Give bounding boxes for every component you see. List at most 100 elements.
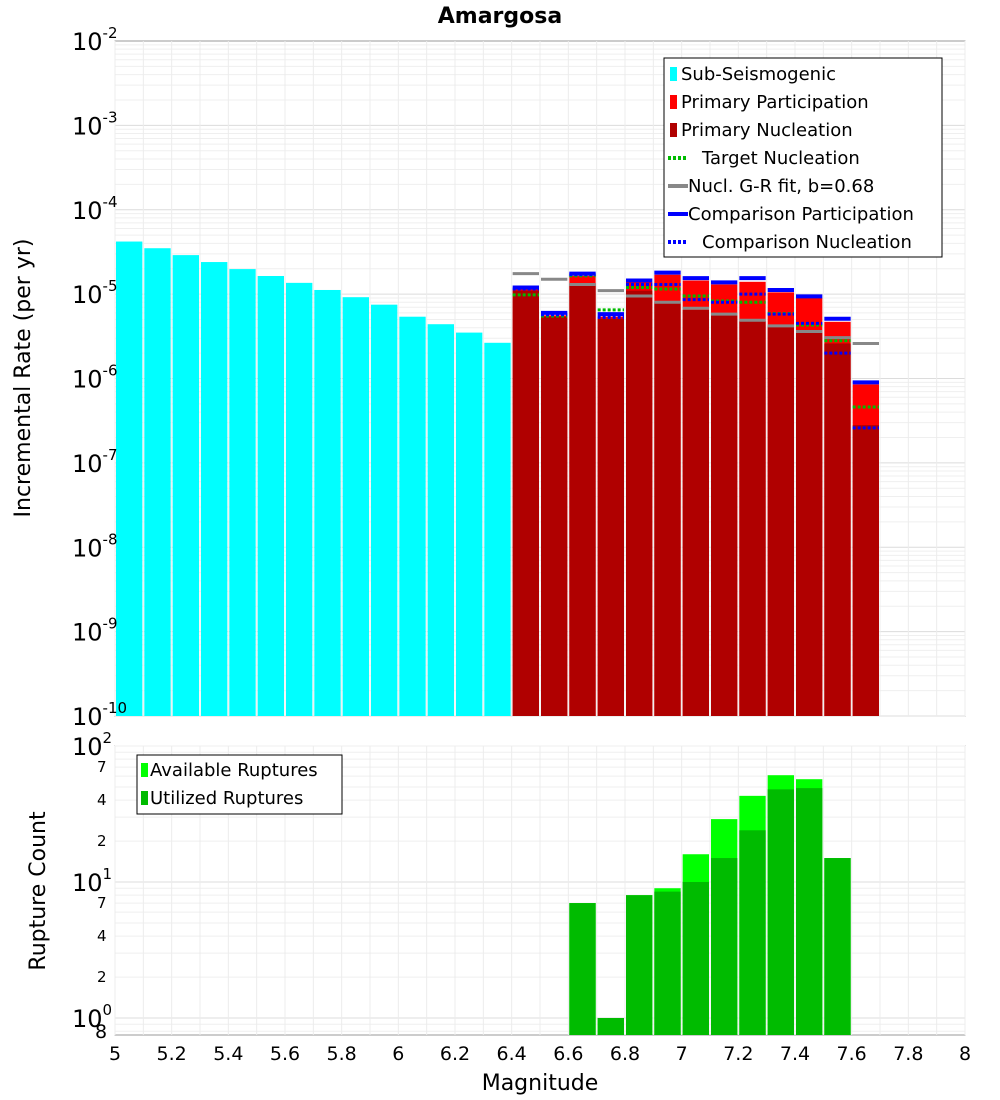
utilized-ruptures-bar — [711, 858, 738, 1035]
rate-y-tick-label: 10-4 — [72, 193, 118, 225]
sub-seismogenic-bar — [116, 241, 143, 717]
primary-nucleation-bar — [767, 325, 794, 716]
x-tick-label: 7 — [676, 1043, 688, 1065]
primary-nucleation-bar — [597, 318, 624, 716]
sub-seismogenic-bar — [229, 269, 256, 716]
rate-y-tick-label: 10-7 — [72, 446, 118, 478]
utilized-ruptures-bar — [824, 858, 851, 1035]
primary-nucleation-bar — [739, 321, 766, 716]
rate-y-axis-label: Incremental Rate (per yr) — [11, 239, 36, 518]
sub-seismogenic-bar — [484, 342, 511, 716]
utilized-ruptures-bar — [569, 903, 596, 1035]
sub-seismogenic-bar — [201, 262, 228, 716]
sub-seismogenic-bar — [314, 289, 341, 716]
sub-seismogenic-bar — [399, 316, 426, 716]
utilized-ruptures-bar — [597, 1018, 624, 1035]
primary-nucleation-bar — [654, 302, 681, 716]
count-y-minor-tick-label: 2 — [97, 832, 107, 850]
rate-legend-box — [663, 57, 943, 258]
x-axis-label: Magnitude — [482, 1071, 599, 1096]
legend-label-utilized-ruptures: Utilized Ruptures — [150, 788, 303, 809]
legend-swatch-available-ruptures — [141, 763, 148, 777]
legend-label-comparison-participation: Comparison Participation — [688, 204, 914, 225]
primary-nucleation-bar — [512, 290, 539, 716]
utilized-ruptures-bar — [682, 882, 709, 1035]
legend-swatch-utilized-ruptures — [141, 791, 148, 805]
x-tick-label: 5.6 — [270, 1043, 300, 1065]
legend-swatch-sub-seismogenic — [670, 67, 677, 81]
x-tick-label: 6.6 — [553, 1043, 583, 1065]
legend-label-target-nucleation: Target Nucleation — [701, 148, 860, 169]
primary-nucleation-bar — [626, 290, 653, 716]
utilized-ruptures-bar — [626, 895, 653, 1035]
x-tick-label: 8 — [959, 1043, 971, 1065]
count-y-minor-tick-label: 7 — [97, 894, 107, 912]
legend-label-sub-seismogenic: Sub-Seismogenic — [681, 64, 836, 85]
rate-y-tick-label: 10-6 — [72, 362, 118, 394]
rate-y-tick-label: 10-5 — [72, 277, 118, 309]
count-legend-box — [136, 754, 343, 815]
rate-y-tick-label: 10-10 — [72, 699, 127, 731]
x-tick-label: 5 — [109, 1043, 121, 1065]
rate-panel: 10-10 10-9 10-8 10-7 10-6 10-5 10-4 10-3 10-2 In… — [11, 24, 966, 731]
primary-nucleation-bar — [711, 315, 738, 716]
count-y-minor-tick-label: 7 — [97, 758, 107, 776]
legend-swatch-primary-participation — [670, 95, 677, 109]
primary-nucleation-bar — [852, 425, 879, 716]
x-tick-label: 7.8 — [893, 1043, 923, 1065]
count-y-minor-tick-label: 2 — [97, 968, 107, 986]
sub-seismogenic-bar — [342, 297, 369, 716]
x-tick-label: 5.2 — [157, 1043, 187, 1065]
sub-seismogenic-bar — [456, 332, 483, 716]
count-bars — [569, 775, 851, 1035]
x-tick-label: 6.4 — [497, 1043, 527, 1065]
utilized-ruptures-bar — [739, 830, 766, 1035]
count-panel: 100 101 102 8 2 4 7 2 4 7 5 5.2 5.4 5.6 5.8 6 6.2 6.4 6.6… — [26, 729, 971, 1096]
x-tick-label: 5.4 — [213, 1043, 243, 1065]
sub-seismogenic-bar — [257, 275, 284, 716]
rate-bars — [116, 241, 879, 717]
sub-seismogenic-bar — [371, 304, 398, 716]
count-y-tick-label: 102 — [72, 729, 112, 761]
utilized-ruptures-bar — [796, 788, 823, 1035]
primary-nucleation-bar — [796, 332, 823, 716]
primary-nucleation-bar — [824, 343, 851, 716]
count-gridlines — [114, 745, 966, 1035]
rate-y-tick-label: 10-2 — [72, 24, 118, 56]
x-tick-label: 5.8 — [327, 1043, 357, 1065]
count-y-tick-label: 101 — [72, 865, 112, 897]
x-tick-label: 7.6 — [837, 1043, 867, 1065]
x-tick-label: 6.2 — [440, 1043, 470, 1065]
sub-seismogenic-bar — [172, 255, 199, 716]
rate-legend: Sub-Seismogenic Primary Participation Prim… — [663, 57, 943, 258]
rate-y-tick-label: 10-3 — [72, 108, 118, 140]
count-y-minor-tick-label: 4 — [97, 927, 107, 945]
count-y-tick-label: 100 — [72, 1001, 112, 1033]
count-y-ticks: 100 101 102 8 2 4 7 2 4 7 — [72, 729, 112, 1043]
legend-label-primary-nucleation: Primary Nucleation — [681, 120, 853, 141]
sub-seismogenic-bar — [144, 248, 171, 717]
count-y-axis-label: Rupture Count — [26, 811, 51, 971]
primary-nucleation-bar — [569, 283, 596, 716]
x-tick-label: 7.2 — [723, 1043, 753, 1065]
legend-label-available-ruptures: Available Ruptures — [150, 760, 318, 781]
legend-label-comparison-nucleation: Comparison Nucleation — [702, 232, 912, 253]
rate-y-ticks: 10-10 10-9 10-8 10-7 10-6 10-5 10-4 10-3 10-2 — [72, 24, 127, 731]
count-y-minor-tick-label: 8 — [95, 1021, 107, 1043]
utilized-ruptures-bar — [654, 891, 681, 1035]
legend-label-primary-participation: Primary Participation — [681, 92, 869, 113]
x-tick-label: 6.8 — [610, 1043, 640, 1065]
chart-title: Amargosa — [438, 4, 562, 29]
sub-seismogenic-bar — [286, 282, 313, 716]
count-legend: Available Ruptures Utilized Ruptures — [136, 754, 343, 815]
rate-y-tick-label: 10-9 — [72, 615, 118, 647]
count-x-ticks: 5 5.2 5.4 5.6 5.8 6 6.2 6.4 6.6 6.8 7 7.2 7.4 7.6 7.8 8 — [109, 1043, 971, 1065]
x-tick-label: 6 — [392, 1043, 404, 1065]
rate-y-tick-label: 10-8 — [72, 530, 118, 562]
count-y-minor-tick-label: 4 — [97, 791, 107, 809]
legend-swatch-primary-nucleation — [670, 123, 677, 137]
rate-line-markers — [512, 270, 879, 430]
primary-nucleation-bar — [682, 309, 709, 716]
utilized-ruptures-bar — [767, 789, 794, 1035]
